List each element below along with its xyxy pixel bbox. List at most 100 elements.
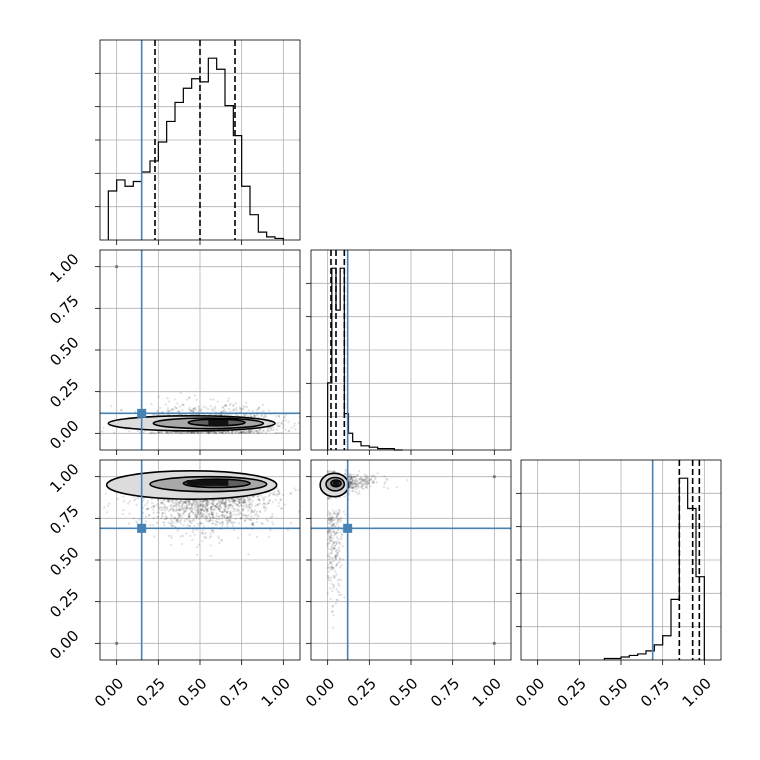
scatter-point [348, 480, 351, 483]
scatter-point [203, 509, 206, 512]
scatter-point [335, 540, 338, 543]
scatter-point [188, 500, 191, 503]
scatter-point [146, 507, 149, 510]
scatter-point [227, 431, 230, 434]
scatter-point [228, 519, 231, 522]
scatter-point [367, 479, 370, 482]
scatter-point [369, 478, 373, 481]
scatter-point [406, 479, 409, 482]
scatter-point [282, 419, 285, 422]
scatter-point [196, 508, 200, 511]
scatter-point [262, 409, 265, 412]
scatter-point [352, 473, 355, 476]
scatter-point [261, 429, 265, 432]
scatter-point [358, 478, 361, 481]
y-tick-label: 0.25 [46, 585, 82, 621]
scatter-point [336, 550, 340, 554]
scatter-point [116, 497, 119, 500]
scatter-point [188, 431, 191, 435]
scatter-point [249, 517, 252, 520]
scatter-point [178, 507, 181, 510]
scatter-point [250, 509, 253, 513]
scatter-point [328, 528, 332, 532]
scatter-point [239, 407, 242, 411]
scatter-point [201, 522, 204, 525]
scatter-point [225, 516, 229, 519]
scatter-point [181, 503, 184, 506]
scatter-point [101, 430, 104, 433]
scatter-point [279, 498, 283, 501]
scatter-point [251, 523, 254, 527]
scatter-point [181, 507, 184, 510]
scatter-point [334, 512, 337, 515]
scatter-point [188, 503, 191, 506]
density-core [332, 480, 340, 486]
scatter-point [197, 409, 201, 412]
scatter-point [365, 480, 368, 483]
scatter-point [242, 430, 245, 434]
scatter-point [330, 531, 333, 534]
scatter-point [223, 509, 226, 513]
scatter-point [193, 431, 196, 435]
scatter-point [180, 507, 183, 510]
scatter-point [224, 504, 227, 508]
scatter-point [222, 410, 225, 413]
scatter-point [250, 503, 254, 506]
scatter-point [336, 517, 339, 520]
scatter-point [224, 499, 227, 502]
scatter-point [182, 507, 185, 511]
scatter-point [231, 522, 234, 525]
scatter-point [258, 498, 261, 502]
scatter-point [276, 487, 279, 490]
scatter-point [336, 552, 339, 555]
scatter-point [340, 564, 343, 567]
x-tick-label: 0.25 [133, 674, 169, 710]
scatter-r3c1: 0.00 0.25 0.50 0.75 1.000.000.250.500.751.00 [46, 459, 301, 711]
scatter-point [190, 431, 193, 434]
scatter-point [219, 499, 222, 503]
scatter-point [218, 505, 221, 508]
scatter-point [171, 432, 174, 435]
scatter-point [209, 398, 212, 401]
scatter-point [220, 501, 223, 504]
scatter-point [327, 531, 330, 534]
scatter-point [227, 504, 230, 507]
scatter-point [277, 421, 280, 424]
scatter-point [208, 431, 211, 435]
scatter-point [186, 506, 189, 510]
scatter-point [332, 566, 336, 570]
scatter-point [327, 576, 330, 579]
scatter-point [247, 429, 250, 432]
scatter-point [266, 427, 269, 430]
scatter-point [350, 475, 353, 478]
scatter-point [232, 499, 236, 502]
scatter-point [235, 406, 238, 410]
scatter-point [338, 578, 341, 581]
scatter-point [259, 494, 262, 497]
scatter-point [214, 506, 218, 509]
scatter-point [228, 505, 231, 508]
scatter-point [232, 498, 236, 501]
scatter-point [153, 535, 156, 538]
scatter-point [332, 525, 335, 528]
scatter-point [176, 529, 179, 532]
scatter-point [261, 496, 264, 499]
scatter-point [163, 499, 166, 502]
scatter-point [333, 470, 336, 473]
scatter-point [287, 430, 290, 433]
scatter-points [100, 265, 300, 435]
scatter-point [221, 432, 224, 435]
scatter-point [204, 532, 207, 535]
scatter-point [342, 558, 345, 561]
scatter-point [213, 407, 217, 410]
scatter-point [336, 512, 339, 515]
scatter-point [349, 481, 352, 484]
scatter-point [228, 514, 231, 517]
scatter-point [205, 503, 208, 506]
scatter-point [196, 507, 199, 510]
scatter-point [248, 429, 251, 432]
x-tick-label: 0.00 [302, 674, 338, 710]
scatter-point [221, 521, 224, 524]
scatter-point [360, 485, 363, 489]
scatter-point [229, 511, 233, 514]
